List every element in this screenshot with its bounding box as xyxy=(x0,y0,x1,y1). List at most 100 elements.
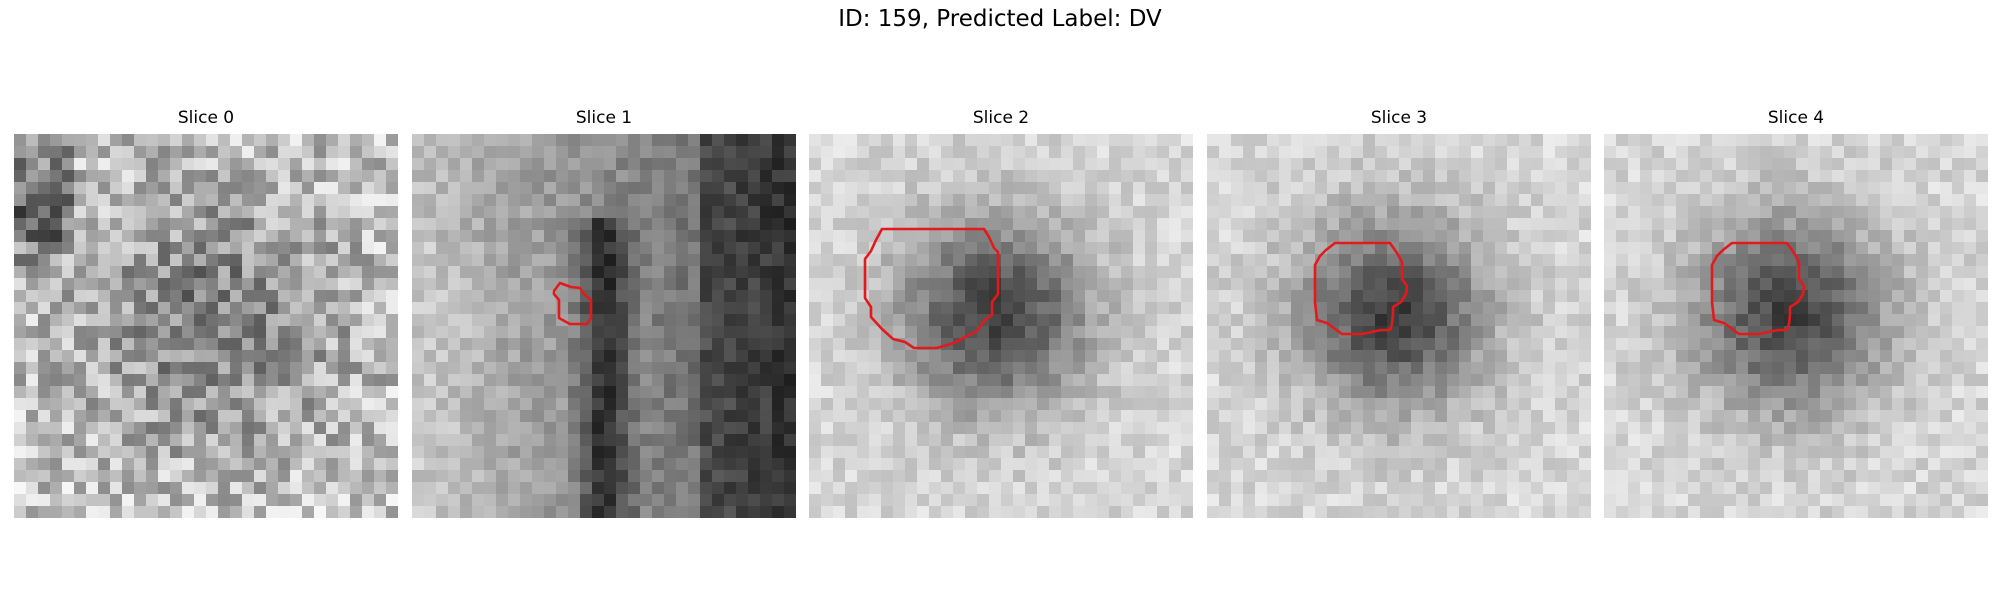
pixel xyxy=(1604,242,1617,255)
pixel xyxy=(86,278,99,291)
pixel xyxy=(1207,362,1220,375)
pixel xyxy=(1351,434,1364,447)
pixel xyxy=(374,254,387,267)
pixel xyxy=(436,470,449,483)
pixel xyxy=(98,206,111,219)
pixel xyxy=(965,242,978,255)
pixel xyxy=(568,350,581,363)
pixel xyxy=(833,230,846,243)
pixel xyxy=(640,374,653,387)
pixel xyxy=(1169,338,1182,351)
pixel xyxy=(784,254,796,267)
pixel xyxy=(1676,434,1689,447)
pixel xyxy=(857,350,870,363)
pixel xyxy=(1061,506,1074,518)
pixel xyxy=(821,302,834,315)
pixel xyxy=(736,326,749,339)
pixel xyxy=(194,134,207,147)
pixel xyxy=(508,494,521,507)
pixel xyxy=(905,218,918,231)
pixel xyxy=(230,362,243,375)
pixel xyxy=(1315,482,1328,495)
pixel xyxy=(242,350,255,363)
pixel xyxy=(965,482,978,495)
pixel xyxy=(1279,170,1292,183)
pixel xyxy=(1916,338,1929,351)
pixel xyxy=(496,362,509,375)
pixel xyxy=(386,470,398,483)
pixel xyxy=(1579,410,1591,423)
pixel xyxy=(604,326,617,339)
pixel xyxy=(1109,470,1122,483)
pixel xyxy=(929,230,942,243)
pixel xyxy=(1652,146,1665,159)
pixel xyxy=(568,434,581,447)
pixel xyxy=(1904,218,1917,231)
pixel xyxy=(1976,326,1988,339)
pixel xyxy=(254,170,267,183)
pixel xyxy=(1724,422,1737,435)
pixel xyxy=(206,494,219,507)
pixel xyxy=(98,350,111,363)
pixel xyxy=(1724,398,1737,411)
pixel xyxy=(1109,170,1122,183)
pixel xyxy=(338,170,351,183)
pixel xyxy=(242,290,255,303)
pixel xyxy=(412,278,425,291)
pixel xyxy=(50,446,63,459)
pixel xyxy=(1387,482,1400,495)
pixel xyxy=(953,494,966,507)
pixel xyxy=(1652,434,1665,447)
pixel xyxy=(242,362,255,375)
pixel xyxy=(26,494,39,507)
pixel xyxy=(146,254,159,267)
pixel xyxy=(1207,134,1220,147)
pixel xyxy=(158,266,171,279)
pixel xyxy=(448,314,461,327)
pixel xyxy=(664,194,677,207)
pixel xyxy=(1760,410,1773,423)
pixel xyxy=(1207,254,1220,267)
pixel xyxy=(1231,338,1244,351)
pixel xyxy=(544,494,557,507)
pixel xyxy=(134,338,147,351)
pixel xyxy=(556,482,569,495)
pixel xyxy=(448,470,461,483)
pixel xyxy=(158,470,171,483)
pixel xyxy=(568,158,581,171)
pixel xyxy=(38,218,51,231)
pixel xyxy=(772,506,785,518)
pixel xyxy=(1037,290,1050,303)
pixel xyxy=(1964,350,1977,363)
pixel xyxy=(592,146,605,159)
pixel xyxy=(374,446,387,459)
pixel xyxy=(206,374,219,387)
pixel xyxy=(688,326,701,339)
pixel xyxy=(1628,446,1641,459)
pixel xyxy=(652,182,665,195)
pixel xyxy=(724,158,737,171)
pixel xyxy=(592,386,605,399)
pixel xyxy=(1519,302,1532,315)
pixel xyxy=(941,494,954,507)
pixel xyxy=(242,230,255,243)
pixel xyxy=(1940,170,1953,183)
pixel xyxy=(1748,398,1761,411)
pixel xyxy=(1387,494,1400,507)
pixel xyxy=(1904,302,1917,315)
pixel xyxy=(1700,158,1713,171)
pixel xyxy=(532,494,545,507)
pixel xyxy=(50,206,63,219)
pixel xyxy=(374,374,387,387)
pixel xyxy=(1712,326,1725,339)
pixel xyxy=(1049,254,1062,267)
pixel xyxy=(122,482,135,495)
pixel xyxy=(86,206,99,219)
pixel xyxy=(218,338,231,351)
pixel xyxy=(1073,158,1086,171)
pixel xyxy=(1652,194,1665,207)
pixel xyxy=(1109,326,1122,339)
pixel xyxy=(640,146,653,159)
pixel xyxy=(1748,254,1761,267)
pixel xyxy=(1363,134,1376,147)
